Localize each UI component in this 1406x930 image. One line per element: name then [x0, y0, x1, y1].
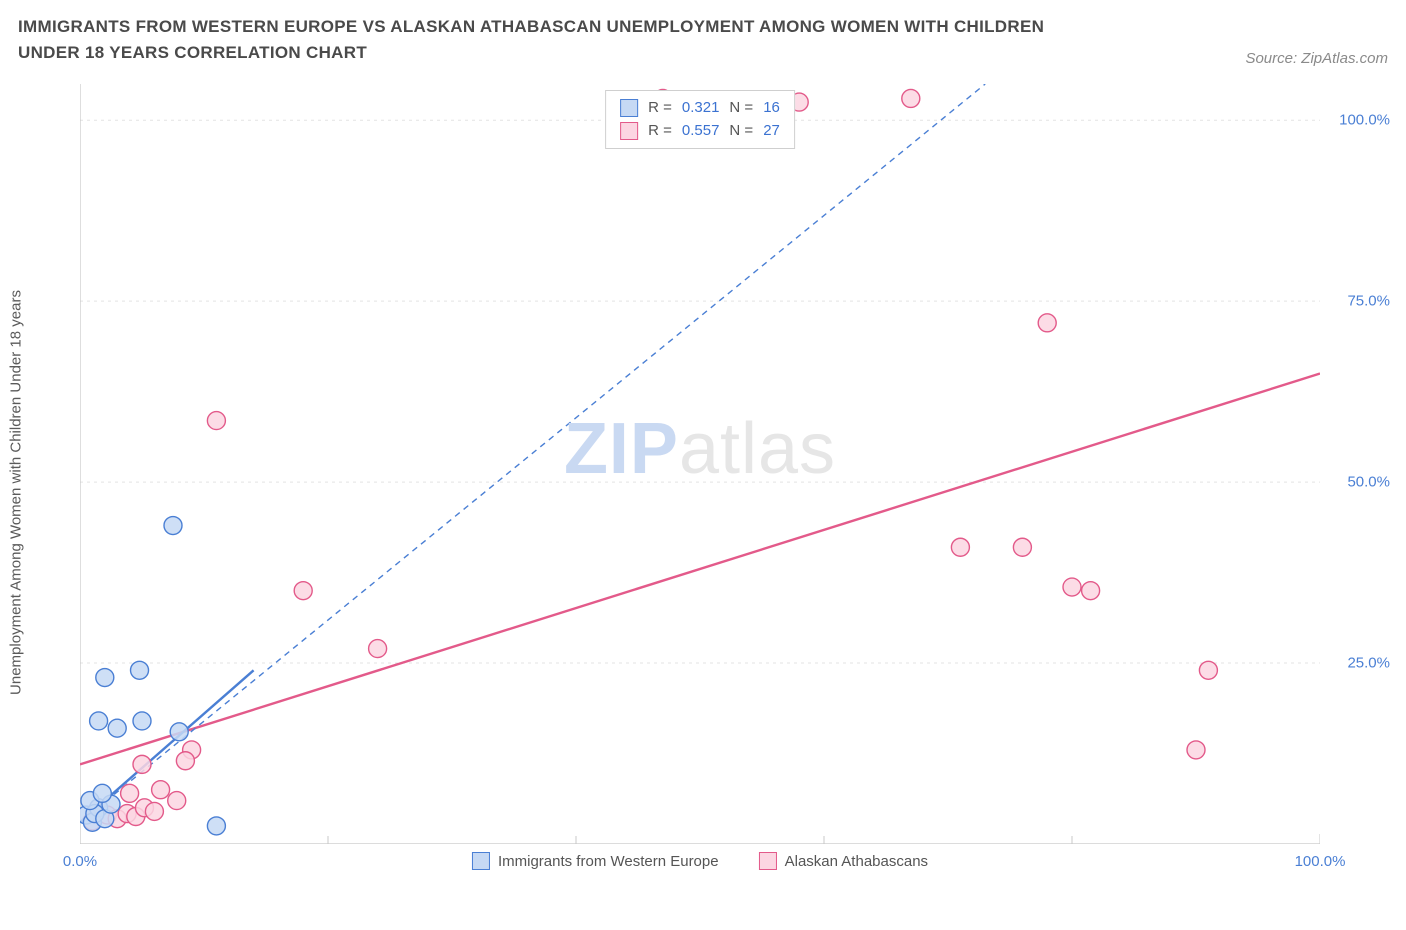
legend-item-blue: Immigrants from Western Europe: [472, 852, 719, 870]
x-tick-label: 0.0%: [63, 853, 97, 870]
r-label-pink: R =: [648, 120, 672, 143]
swatch-blue: [620, 99, 638, 117]
legend-label-pink: Alaskan Athabascans: [785, 853, 928, 870]
legend-label-blue: Immigrants from Western Europe: [498, 853, 719, 870]
chart-area: Unemployment Among Women with Children U…: [60, 84, 1390, 884]
n-label-pink: N =: [729, 120, 753, 143]
y-tick-label: 75.0%: [1347, 293, 1390, 310]
chart-title: IMMIGRANTS FROM WESTERN EUROPE VS ALASKA…: [18, 14, 1098, 67]
y-tick-label: 100.0%: [1339, 112, 1390, 129]
correlation-legend: R = 0.321 N = 16 R = 0.557 N = 27: [605, 90, 795, 149]
x-tick-label: 100.0%: [1295, 853, 1346, 870]
swatch-pink-icon: [759, 852, 777, 870]
legend-row-blue: R = 0.321 N = 16: [620, 97, 780, 120]
plot-region: ZIPatlas R = 0.321 N = 16 R = 0.557 N = …: [80, 84, 1320, 844]
r-value-blue: 0.321: [682, 97, 720, 120]
n-value-blue: 16: [763, 97, 780, 120]
n-label-blue: N =: [729, 97, 753, 120]
chart-source: Source: ZipAtlas.com: [1245, 50, 1388, 67]
y-tick-label: 25.0%: [1347, 655, 1390, 672]
r-label-blue: R =: [648, 97, 672, 120]
legend-item-pink: Alaskan Athabascans: [759, 852, 928, 870]
swatch-pink: [620, 122, 638, 140]
legend-row-pink: R = 0.557 N = 27: [620, 120, 780, 143]
series-legend: Immigrants from Western Europe Alaskan A…: [472, 852, 928, 870]
y-axis-label: Unemployment Among Women with Children U…: [8, 290, 25, 695]
n-value-pink: 27: [763, 120, 780, 143]
chart-header: IMMIGRANTS FROM WESTERN EUROPE VS ALASKA…: [0, 0, 1406, 77]
y-tick-label: 50.0%: [1347, 474, 1390, 491]
r-value-pink: 0.557: [682, 120, 720, 143]
swatch-blue-icon: [472, 852, 490, 870]
